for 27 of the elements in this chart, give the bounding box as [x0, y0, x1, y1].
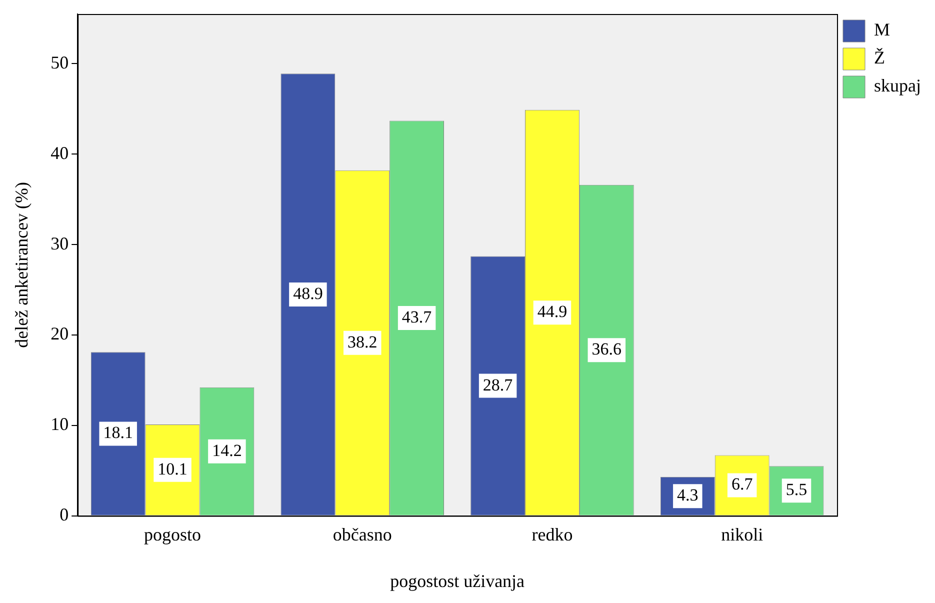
y-tick-label: 50 [50, 52, 69, 72]
data-label: 28.7 [482, 375, 514, 394]
x-tick-label: pogosto [144, 524, 202, 544]
x-tick-label: nikoli [721, 524, 764, 544]
data-label: 36.6 [592, 340, 622, 359]
data-label: 38.2 [348, 332, 378, 352]
legend-label: Ž [874, 48, 886, 68]
data-label: 14.2 [212, 440, 242, 460]
y-tick-label: 20 [50, 324, 69, 344]
x-axis-title: pogostost uživanja [390, 570, 525, 591]
data-label: 4.3 [677, 486, 698, 505]
data-label: 44.9 [537, 302, 568, 322]
data-label: 43.7 [402, 307, 432, 326]
y-axis-title: delež anketirancev (%) [12, 182, 32, 348]
data-label: 10.1 [158, 459, 188, 478]
y-tick-label: 40 [50, 142, 69, 163]
y-tick-label: 10 [50, 414, 69, 434]
x-tick-label: občasno [332, 524, 392, 544]
y-tick-label: 30 [50, 233, 69, 254]
data-label: 5.5 [786, 480, 808, 500]
legend-label: skupaj [874, 76, 922, 96]
legend-label: M [874, 20, 890, 40]
y-tick-label: 0 [60, 504, 69, 525]
data-label: 18.1 [103, 423, 133, 442]
data-label: 48.9 [293, 284, 323, 303]
data-label: 6.7 [731, 474, 754, 494]
x-tick-label: redko [532, 524, 573, 544]
